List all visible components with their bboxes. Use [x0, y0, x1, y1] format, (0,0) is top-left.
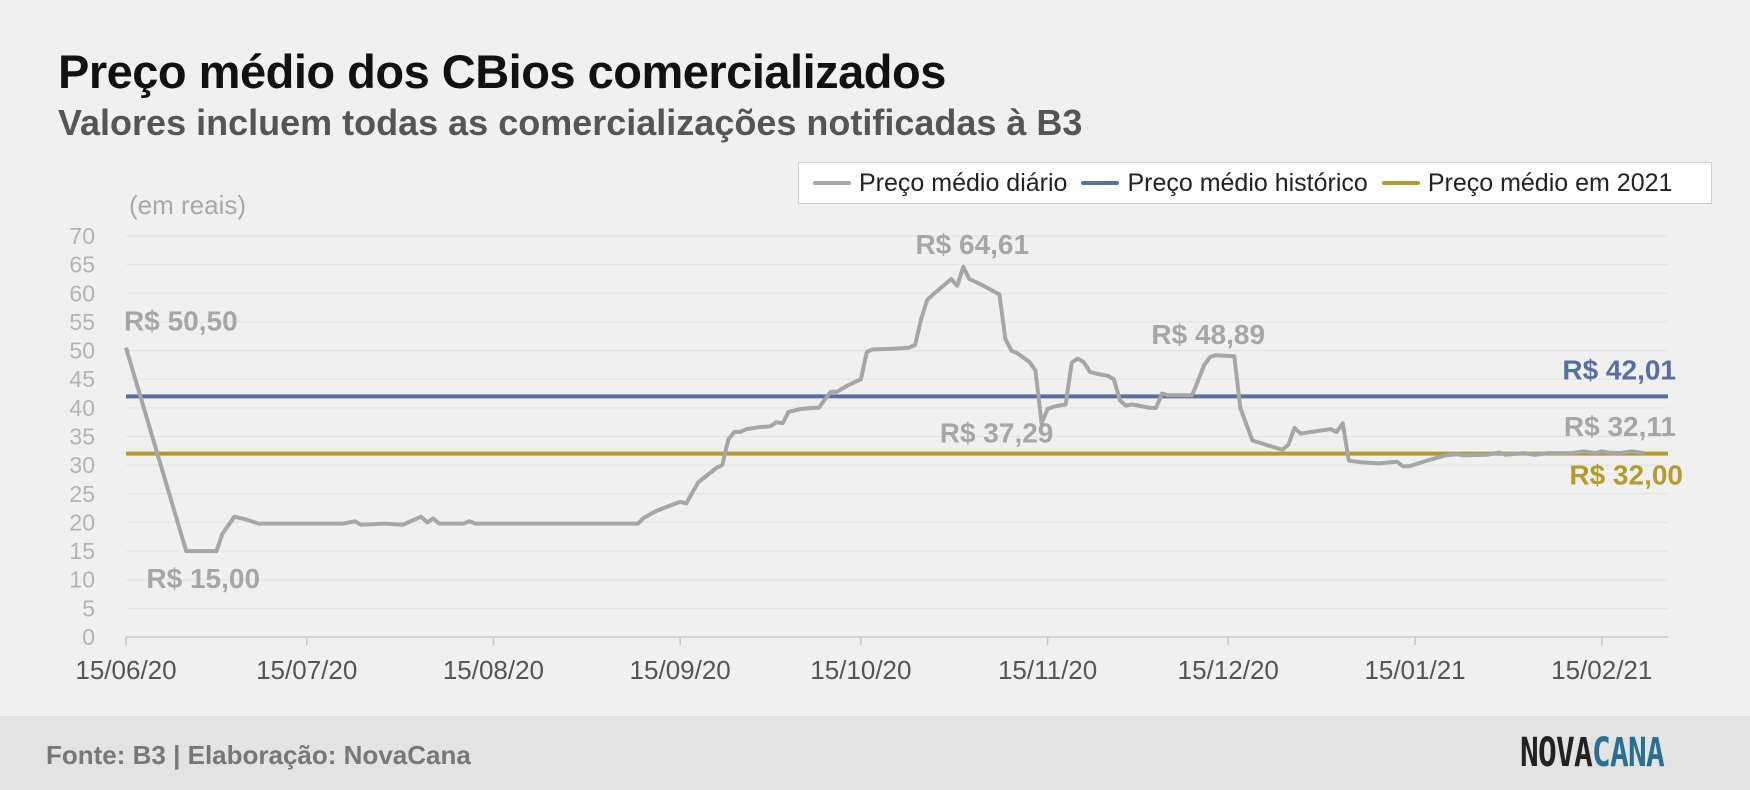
legend-item-historic: Preço médio histórico — [1081, 168, 1368, 198]
x-tick-label: 15/02/21 — [1551, 655, 1652, 685]
y-tick-label: 40 — [69, 395, 95, 421]
annotation-max: R$ 64,61 — [915, 229, 1029, 260]
footer: Fonte: B3 | Elaboração: NovaCana NOVACAN… — [0, 716, 1750, 790]
y-tick-label: 15 — [69, 538, 95, 564]
legend-swatch-2021 — [1381, 181, 1420, 185]
annotation-start: R$ 50,50 — [124, 306, 238, 337]
x-tick-label: 15/07/20 — [256, 655, 357, 685]
y-tick-label: 70 — [69, 223, 95, 249]
x-tick-label: 15/08/20 — [443, 655, 544, 685]
y-tick-label: 55 — [69, 309, 95, 335]
annotation-local-min: R$ 37,29 — [940, 417, 1054, 448]
y-tick-label: 60 — [69, 280, 95, 306]
annotation-last-value: R$ 32,11 — [1564, 411, 1676, 442]
y-tick-label: 65 — [69, 252, 95, 278]
x-tick-label: 15/10/20 — [810, 655, 911, 685]
legend-item-daily: Preço médio diário — [813, 169, 1067, 198]
legend-label-2021: Preço médio em 2021 — [1427, 168, 1673, 197]
daily-price-line — [124, 264, 1645, 554]
novacana-logo: NOVACANA — [1520, 730, 1665, 776]
annotation-historic-average: R$ 42,01 — [1562, 354, 1676, 385]
legend-label-historic: Preço médio histórico — [1127, 168, 1368, 197]
y-tick-label: 25 — [69, 481, 95, 507]
y-tick-label: 50 — [69, 338, 95, 364]
x-tick-label: 15/09/20 — [630, 655, 731, 685]
y-tick-label: 0 — [82, 624, 95, 650]
x-tick-label: 15/06/20 — [75, 655, 176, 685]
y-tick-label: 45 — [69, 366, 95, 392]
source-note: Fonte: B3 | Elaboração: NovaCana — [46, 740, 471, 770]
annotation-min: R$ 15,00 — [146, 563, 260, 594]
x-tick-label: 15/01/21 — [1364, 655, 1465, 685]
legend-swatch-historic — [1081, 181, 1120, 185]
legend-swatch-daily — [813, 181, 851, 185]
y-tick-label: 30 — [69, 452, 95, 478]
annotation-2021-average: R$ 32,00 — [1569, 460, 1683, 491]
annotation-december-peak: R$ 48,89 — [1151, 319, 1265, 350]
legend-label-daily: Preço médio diário — [859, 168, 1068, 197]
legend-item-2021: Preço médio em 2021 — [1381, 168, 1673, 198]
y-tick-label: 20 — [69, 509, 95, 535]
y-tick-label: 10 — [69, 567, 95, 593]
x-tick-label: 15/11/20 — [998, 655, 1097, 685]
chart-subtitle: Valores incluem todas as comercializaçõe… — [58, 102, 1083, 143]
x-tick-label: 15/12/20 — [1178, 655, 1279, 685]
y-tick-label: 35 — [69, 424, 95, 450]
y-tick-label: 5 — [82, 595, 95, 621]
chart-legend: Preço médio diário Preço médio histórico… — [798, 162, 1712, 204]
y-axis-label: (em reais) — [129, 190, 246, 220]
chart-title: Preço médio dos CBios comercializados — [58, 45, 946, 98]
